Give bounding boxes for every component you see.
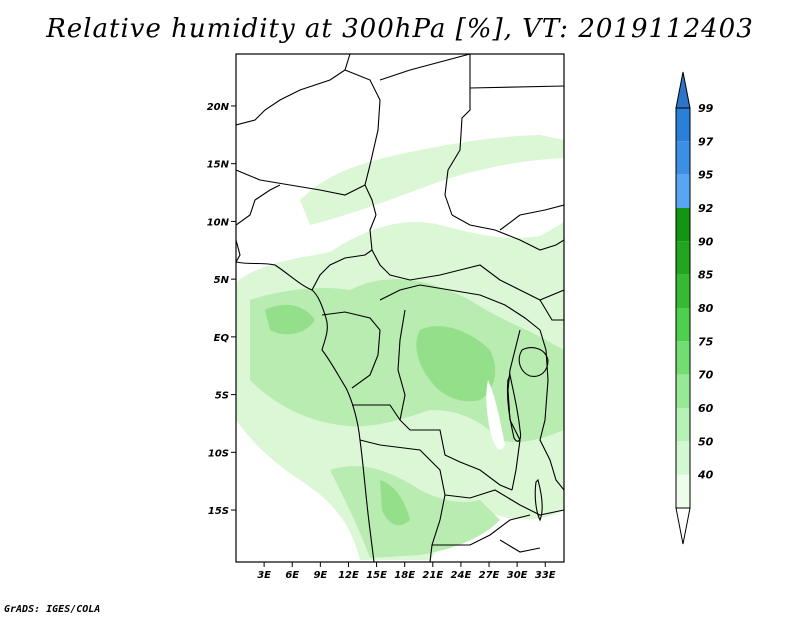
lon-tick-label: 24E <box>451 570 472 581</box>
colorbar-label: 50 <box>698 435 714 448</box>
lake-tanganyika <box>506 373 522 442</box>
lat-tick-label: 5S <box>215 391 229 402</box>
border-south <box>432 514 541 553</box>
colorbar-segment <box>676 374 690 408</box>
humidity-region-deep-2 <box>380 480 410 526</box>
latitude-axis: 20N 15N 10N 5N EQ 5S 10S 15S <box>207 102 236 517</box>
grads-credit: GrADS: IGES/COLA <box>4 604 101 615</box>
border-north-4 <box>444 54 471 216</box>
humidity-region-mid <box>250 279 564 442</box>
border-cameroon <box>311 249 373 291</box>
colorbar-top-arrow <box>675 71 691 109</box>
border-sahel <box>236 169 366 196</box>
humidity-region-deep <box>416 326 496 402</box>
lon-tick-label: 12E <box>338 570 359 581</box>
border-gabon-congo <box>321 311 381 389</box>
humidity-region-north <box>300 135 564 225</box>
border-angola <box>352 404 446 562</box>
border-north-5 <box>469 85 564 89</box>
lon-tick-label: 21E <box>422 570 443 581</box>
lon-tick-label: 15E <box>366 570 387 581</box>
lon-tick-label: 30E <box>507 570 528 581</box>
humidity-region-deep-3 <box>265 304 315 335</box>
lat-tick-label: 15S <box>208 506 229 517</box>
border-drc-north <box>379 284 541 331</box>
colorbar-label: 80 <box>698 302 714 315</box>
country-borders <box>236 54 564 562</box>
humidity-region-mid-2 <box>330 466 500 558</box>
border-north-2 <box>344 69 381 216</box>
map-title: Relative humidity at 300hPa [%], VT: 201… <box>46 14 754 44</box>
lat-tick-label: 5N <box>214 275 230 286</box>
border-west-coast <box>236 184 281 263</box>
colorbar-label: 90 <box>698 235 714 248</box>
lon-tick-label: 33E <box>535 570 556 581</box>
colorbar-label: 75 <box>698 335 714 348</box>
colorbar-segment <box>676 241 690 275</box>
lon-tick-label: 18E <box>394 570 415 581</box>
border-drc-east <box>507 329 521 491</box>
border-north-1 <box>236 54 351 126</box>
colorbar-segment <box>676 441 690 475</box>
lat-tick-label: 10S <box>208 448 229 459</box>
colorbar-label: 95 <box>698 169 714 182</box>
longitude-axis: 3E 6E 9E 12E 15E 18E 21E 24E 27E 30E 33E <box>257 562 556 581</box>
map-frame <box>235 53 565 563</box>
colorbar-segment <box>676 308 690 342</box>
colorbar-segment <box>676 341 690 375</box>
colorbar-segment <box>676 108 690 142</box>
colorbar-label: 97 <box>698 135 714 148</box>
colorbar-segment <box>676 408 690 442</box>
lat-tick-label: EQ <box>214 333 230 344</box>
colorbar: 99 97 95 92 90 85 80 75 70 60 50 40 <box>675 71 714 545</box>
border-drc-west <box>397 309 513 491</box>
border-zambia <box>444 489 564 516</box>
colorbar-bottom-arrow <box>675 507 691 545</box>
humidity-dry-streak <box>486 380 505 450</box>
colorbar-segment <box>676 141 690 175</box>
colorbar-label: 40 <box>697 469 714 482</box>
lon-tick-label: 9E <box>313 570 327 581</box>
border-sudan <box>451 204 564 251</box>
lake-victoria <box>518 347 549 377</box>
colorbar-label: 92 <box>698 202 714 215</box>
colorbar-label: 60 <box>698 402 714 415</box>
colorbar-segment <box>676 474 690 508</box>
lat-tick-label: 20N <box>207 102 230 113</box>
lat-tick-label: 10N <box>207 217 230 228</box>
colorbar-segment <box>676 208 690 242</box>
colorbar-segment <box>676 274 690 308</box>
colorbar-segment <box>676 174 690 208</box>
colorbar-label: 70 <box>698 369 714 382</box>
colorbar-label: 99 <box>698 102 714 115</box>
humidity-field <box>236 135 564 560</box>
lake-malawi <box>534 478 543 522</box>
lon-tick-label: 6E <box>285 570 299 581</box>
lon-tick-label: 3E <box>257 570 271 581</box>
lon-tick-label: 27E <box>479 570 500 581</box>
colorbar-label: 85 <box>698 269 714 282</box>
border-north-3 <box>379 54 471 81</box>
lat-tick-label: 15N <box>207 160 230 171</box>
